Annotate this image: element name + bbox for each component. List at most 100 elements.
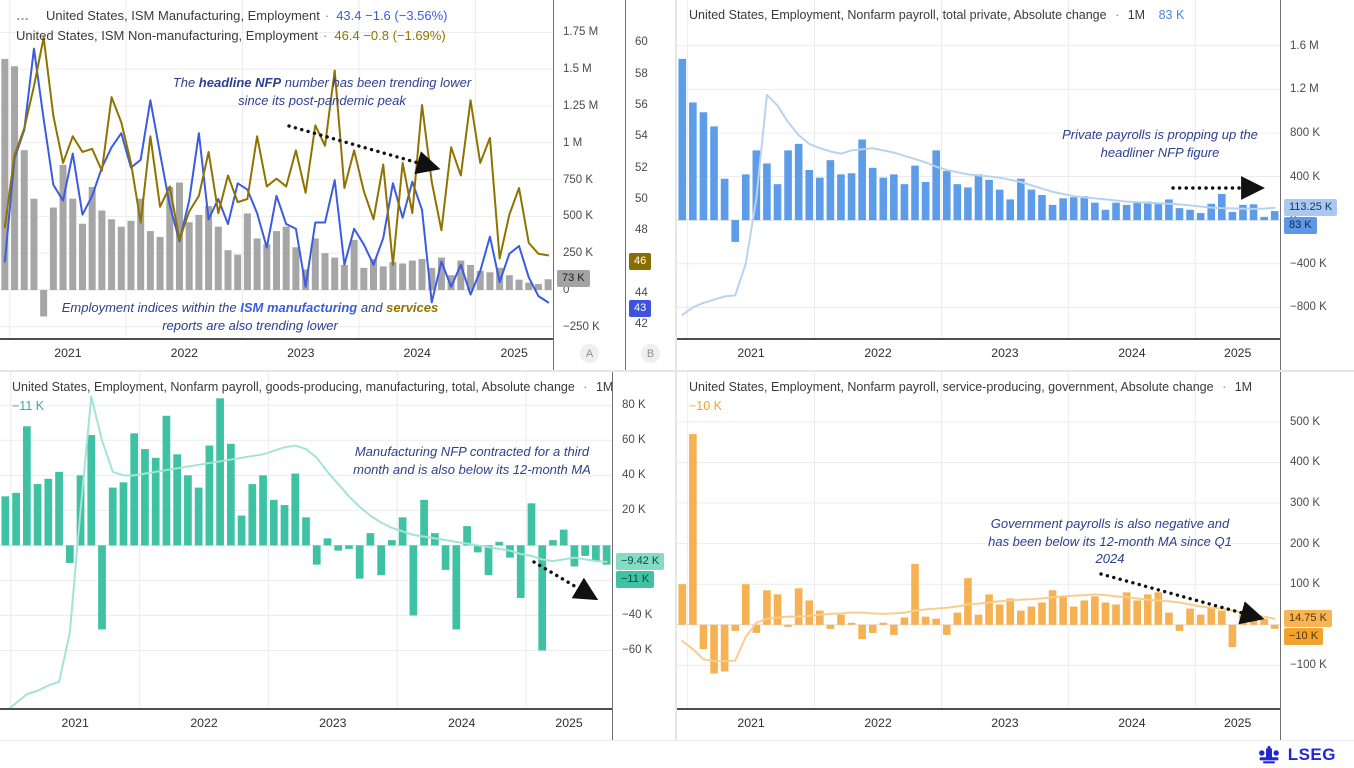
last-value-badge: 73 K — [557, 270, 590, 288]
y-axis-tick: −60 K — [622, 644, 653, 657]
chart-workspace: … United States, ISM Manufacturing, Empl… — [0, 0, 1354, 740]
annotation-text-segment: Government payrolls is also negative and… — [988, 516, 1232, 567]
title-text: United States, Employment, Nonfarm payro… — [689, 380, 1214, 394]
lseg-logo-text: LSEG — [1287, 744, 1336, 764]
y-axis-tick: 52 — [635, 161, 648, 174]
y-axis-scale[interactable]: 500 K 400 K 300 K 200 K 100 K −100 K 14.75 K −1… — [1280, 372, 1354, 710]
axis-corner — [1280, 710, 1354, 740]
y-axis-tick: 58 — [635, 67, 648, 80]
annotation-text-segment: Manufacturing NFP contracted for a third… — [353, 444, 591, 477]
y-axis-tick: 500 K — [563, 210, 594, 223]
plot-area-manufacturing[interactable]: United States, Employment, Nonfarm payro… — [0, 372, 612, 710]
title-separator: · — [1115, 8, 1120, 22]
x-axis-year-label: 2023 — [287, 346, 315, 360]
y-axis-tick: 56 — [635, 98, 648, 111]
plot-area-private-payrolls[interactable]: United States, Employment, Nonfarm payro… — [677, 0, 1280, 340]
x-axis-year-label: 2021 — [54, 346, 82, 360]
x-axis-years[interactable]: 2021 2022 2023 2024 2025 — [0, 710, 612, 740]
y-axis-tick: 100 K — [1290, 578, 1321, 591]
lseg-crest-icon — [1258, 745, 1279, 763]
x-axis-year-label: 2021 — [737, 346, 765, 360]
y-axis-tick: 0 — [563, 283, 570, 296]
title-period: 1M — [1127, 8, 1146, 22]
title-text: United States, Employment, Nonfarm payro… — [689, 8, 1107, 22]
x-axis-year-label: 2021 — [61, 716, 89, 730]
chart-title: United States, Employment, Nonfarm payro… — [689, 8, 1184, 22]
annotation-text-segment: The — [172, 75, 199, 90]
y-axis-ism-scale[interactable]: 605856545250484644424643 — [625, 0, 675, 340]
y-axis-tick: 1.6 M — [1290, 39, 1319, 52]
annotation-arrow-down-right — [1099, 572, 1265, 625]
y-axis-tick: 250 K — [563, 247, 594, 260]
annotation-government-payrolls: Government payrolls is also negative and… — [980, 515, 1240, 568]
title-separator: · — [1222, 380, 1227, 394]
last-value-badge: 14.75 K — [1284, 609, 1332, 627]
chart-options-icon[interactable]: … — [16, 8, 30, 23]
annotation-text-segment: number has been trending lower since its… — [238, 75, 472, 108]
legend-value: 46.4 −0.8 (−1.69%) — [334, 28, 446, 43]
panel-manufacturing-payrolls: United States, Employment, Nonfarm payro… — [0, 372, 677, 740]
annotation-text-segment: headline NFP — [198, 75, 282, 90]
last-value-badge: −10 K — [1284, 627, 1324, 645]
y-axis-tick: 300 K — [1290, 497, 1321, 510]
annotation-text-segment: Employment indices within the — [61, 300, 241, 315]
axis-corner — [612, 710, 675, 740]
y-axis-tick: 400 K — [1290, 456, 1321, 469]
annotation-arrow-right — [1171, 176, 1265, 200]
footer: LSEG — [0, 740, 1354, 768]
y-axis-tick: −250 K — [563, 320, 600, 333]
y-axis-tick: 54 — [635, 130, 648, 143]
chart-title: United States, Employment, Nonfarm payro… — [12, 380, 612, 394]
y-axis-tick: 42 — [635, 318, 648, 331]
last-value-badge: 113.25 K — [1284, 198, 1338, 216]
axis-a-chip[interactable]: A — [580, 344, 599, 363]
x-axis-year-label: 2022 — [170, 346, 199, 360]
axis-b-chip[interactable]: B — [641, 344, 660, 363]
y-axis-tick: 48 — [635, 224, 648, 237]
y-axis-tick: 400 K — [1290, 170, 1321, 183]
lseg-logo: LSEG — [1257, 745, 1336, 765]
x-axis-year-label: 2024 — [1118, 716, 1146, 730]
y-axis-tick: 1.2 M — [1290, 83, 1319, 96]
x-axis-year-label: 2024 — [1118, 346, 1146, 360]
legend-row-ism-nonmanufacturing[interactable]: United States, ISM Non-manufacturing, Em… — [16, 26, 448, 46]
last-value-label: 83 K — [1158, 8, 1185, 22]
title-separator: · — [583, 380, 588, 394]
annotation-text-segment: Private payrolls is propping up the head… — [1062, 127, 1258, 160]
annotation-private-payrolls: Private payrolls is propping up the head… — [1045, 126, 1275, 161]
y-axis-tick: 1.75 M — [563, 26, 599, 39]
last-value-badge: 46 — [629, 252, 652, 270]
y-axis-tick: 60 K — [622, 434, 646, 447]
annotation-arrow-down-right — [287, 124, 441, 175]
last-value-badge: 83 K — [1284, 216, 1317, 234]
y-axis-tick: 50 — [635, 192, 648, 205]
annotation-text-segment: ISM manufacturing — [240, 300, 358, 315]
legend-row-ism-manufacturing[interactable]: … United States, ISM Manufacturing, Empl… — [16, 6, 448, 26]
x-axis-year-label: 2025 — [555, 716, 583, 730]
annotation-manufacturing-nfp: Manufacturing NFP contracted for a third… — [347, 443, 597, 478]
y-axis-tick: 500 K — [1290, 415, 1321, 428]
x-axis-years[interactable]: 2021 2022 2023 2024 2025 — [0, 340, 553, 370]
y-axis-scale[interactable]: 80 K60 K40 K20 K−20 K−40 K−60 K−9.42 K−1… — [612, 372, 675, 710]
y-axis-tick: 1.5 M — [563, 63, 592, 76]
x-axis-year-label: 2023 — [991, 716, 1019, 730]
plot-area-government[interactable]: United States, Employment, Nonfarm payro… — [677, 372, 1280, 710]
x-axis-year-label: 2024 — [403, 346, 431, 360]
annotation-text-segment: reports are also trending lower — [162, 317, 338, 333]
x-axis-years[interactable]: 2021 2022 2023 2024 2025 — [677, 710, 1280, 740]
chart-legend: … United States, ISM Manufacturing, Empl… — [16, 6, 448, 46]
title-period: 1M — [1234, 380, 1253, 394]
plot-area-ism[interactable]: … United States, ISM Manufacturing, Empl… — [0, 0, 553, 340]
title-text: United States, Employment, Nonfarm payro… — [12, 380, 575, 394]
x-axis-year-label: 2025 — [1223, 716, 1252, 730]
annotation-arrow-down-right — [532, 560, 599, 601]
y-axis-tick: −800 K — [1290, 301, 1327, 314]
legend-label: United States, ISM Manufacturing, Employ… — [46, 8, 320, 23]
x-axis-year-label: 2021 — [737, 716, 765, 730]
x-axis-year-label: 2022 — [864, 716, 892, 730]
legend-label: United States, ISM Non-manufacturing, Em… — [16, 28, 319, 43]
x-axis-year-label: 2024 — [447, 716, 476, 730]
y-axis-nfp-scale[interactable]: 1.75 M 1.5 M 1.25 M 1 M 750 K 500 K 250 K 0 −250… — [553, 0, 625, 340]
x-axis-years[interactable]: 2021 2022 2023 2024 2025 — [677, 340, 1280, 370]
